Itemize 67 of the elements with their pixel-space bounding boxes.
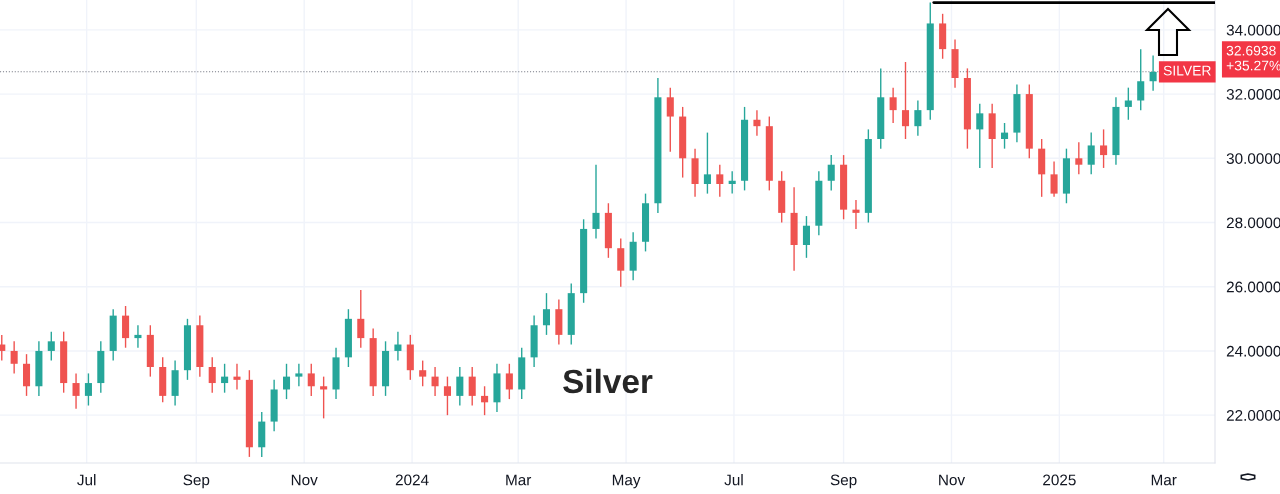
text: 32.6938 +35.27% xyxy=(1226,45,1280,71)
candlestick xyxy=(72,372,80,410)
candlestick xyxy=(22,353,31,397)
candlestick xyxy=(431,366,439,397)
candlestick xyxy=(84,372,92,407)
y-tick-label: 32.0000 xyxy=(1226,88,1280,100)
y-tick-label: 30.0000 xyxy=(1226,153,1280,164)
x-tick-label: Sep xyxy=(183,474,210,489)
candlestick xyxy=(1100,128,1108,169)
x-tick-label: Jul xyxy=(724,474,743,486)
candlestick xyxy=(122,305,130,349)
x-tick-label: Sep xyxy=(830,474,857,489)
candlestick xyxy=(282,363,291,400)
candlestick xyxy=(914,99,922,137)
y-tick-label: 22.0000 xyxy=(1226,410,1280,421)
candlestick xyxy=(703,131,711,195)
candlestick xyxy=(1050,160,1058,198)
x-tick-label: 2025 xyxy=(1043,474,1076,486)
ref-line-label: SILVER xyxy=(1163,65,1211,76)
candlestick xyxy=(468,366,476,407)
candlestick xyxy=(1075,141,1083,176)
candlestick xyxy=(1001,122,1009,150)
candlestick xyxy=(233,363,241,391)
candlestick xyxy=(1149,54,1157,92)
candlestick xyxy=(481,385,489,416)
candlestick xyxy=(666,86,674,153)
candlestick xyxy=(1137,48,1145,111)
candlestick xyxy=(221,363,229,394)
candlestick xyxy=(443,375,451,416)
candlestick xyxy=(889,86,897,124)
x-tick-label: 2024 xyxy=(395,474,429,486)
candlestick xyxy=(901,61,910,140)
candlestick xyxy=(394,330,402,362)
candlestick xyxy=(307,363,315,397)
candlestick xyxy=(976,103,984,169)
candlestick xyxy=(357,289,365,349)
x-tick-label: Mar xyxy=(1151,474,1177,486)
candlestick xyxy=(728,170,736,195)
candlestick xyxy=(456,366,464,407)
candlestick xyxy=(802,215,810,259)
candlestick xyxy=(295,363,303,387)
x-tick-label: Jul xyxy=(77,474,96,486)
x-tick-label: Mar xyxy=(506,474,532,486)
x-tick-label: Nov xyxy=(939,474,966,486)
candlestick xyxy=(617,237,625,288)
y-tick-label: 28.0000 xyxy=(1226,217,1280,229)
x-tick-label: May xyxy=(612,474,641,489)
candlestick xyxy=(419,359,427,387)
candlestick xyxy=(542,292,551,336)
candlestick xyxy=(10,340,18,375)
candlestick xyxy=(1124,86,1132,121)
candlestick xyxy=(1087,131,1095,176)
y-tick-label: 26.0000 xyxy=(1226,281,1280,293)
candlestick xyxy=(320,375,328,420)
y-tick-label: 24.0000 xyxy=(1226,345,1280,357)
y-tick-label: 34.0000 xyxy=(1226,24,1280,36)
candlestick xyxy=(47,330,55,362)
candlestick xyxy=(505,363,513,400)
candlestick xyxy=(827,154,835,192)
candlestick xyxy=(852,199,860,230)
candlestick xyxy=(753,109,761,137)
candlestick xyxy=(134,324,142,349)
x-tick-label: Nov xyxy=(291,474,318,486)
candlestick xyxy=(208,356,216,394)
annotation: Silver xyxy=(563,368,653,394)
candlestick xyxy=(592,164,600,240)
candlestick xyxy=(716,164,724,198)
